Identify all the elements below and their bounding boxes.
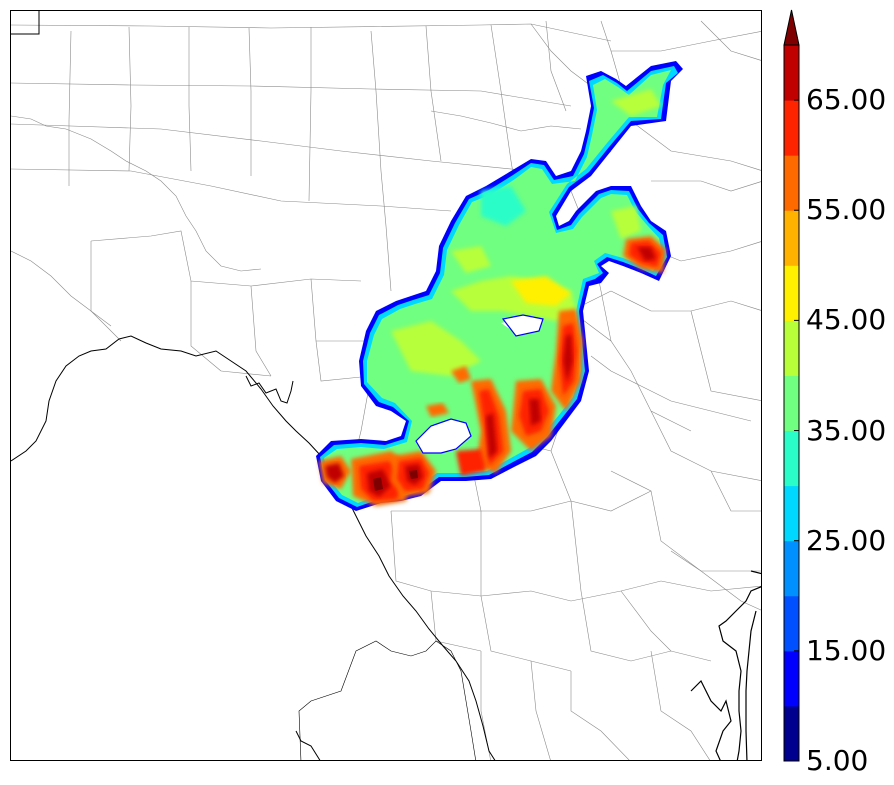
colorbar-segment — [784, 45, 799, 101]
colorbar-frame — [783, 44, 800, 762]
colorbar-segment — [784, 650, 799, 707]
state-border — [11, 11, 496, 760]
colorbar-segment — [784, 265, 799, 321]
colorbar-segments — [784, 45, 799, 762]
colorbar-segment — [784, 595, 799, 652]
colorbar-segment — [784, 210, 799, 266]
river-county-lines — [11, 20, 761, 611]
colorbar-tick-label: 5.00 — [806, 744, 869, 777]
colorbar-extend-arrow — [783, 9, 800, 46]
map-panel — [10, 10, 762, 761]
colorbar-segment — [784, 100, 799, 156]
colorbar-segment — [784, 705, 799, 762]
colorbar-tick-label: 55.00 — [806, 193, 887, 227]
colorbar-tick-label: 45.00 — [806, 303, 887, 337]
reflectivity-field — [316, 61, 683, 511]
colorbar-tick-label: 15.00 — [806, 633, 887, 667]
colorbar-tick-label: 35.00 — [806, 413, 887, 447]
colorbar-tick-label: 65.00 — [806, 83, 887, 117]
colorbar-segment — [784, 375, 799, 432]
colorbar-segment — [784, 540, 799, 597]
colorbar-segment — [784, 485, 799, 542]
mexico-boundaries — [298, 640, 476, 760]
colorbar-tick-label: 25.00 — [806, 523, 887, 557]
map-canvas — [11, 11, 761, 760]
colorbar-segment — [784, 320, 799, 376]
colorbar-ticks — [794, 99, 799, 762]
colorbar-segment — [784, 155, 799, 211]
coastline — [690, 570, 761, 760]
colorbar-segment — [784, 430, 799, 487]
